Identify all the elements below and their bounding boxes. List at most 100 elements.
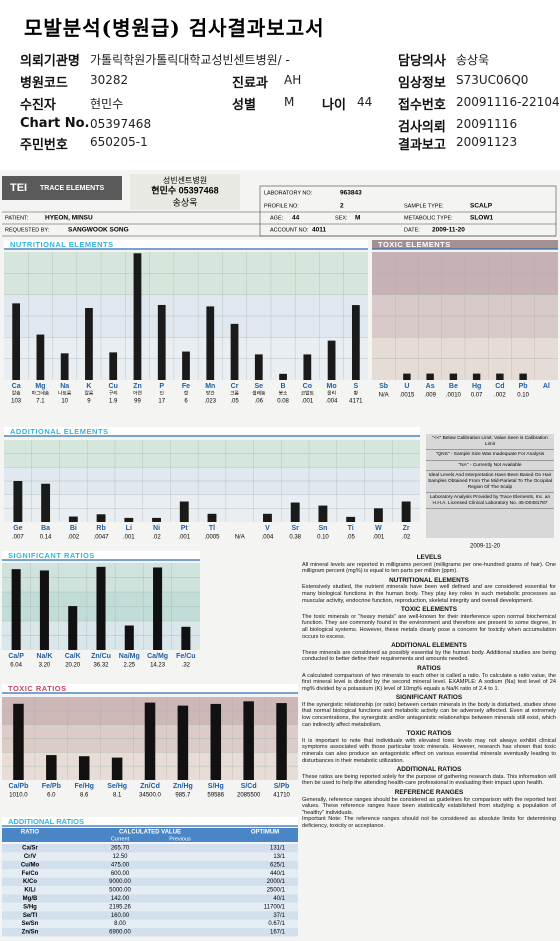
category-ko: 철 [184,389,188,396]
value-label: 6.04 [10,663,22,669]
category-label: Fe/Pb [42,783,61,790]
field-value: 30282 [90,73,129,87]
bar [426,373,434,380]
bar [230,323,239,380]
value-label: .004 [326,399,338,405]
note-text: Extensively studied, the nutrient minera… [302,584,556,604]
bar [373,508,383,522]
category-label: Se/Hg [107,783,127,790]
table-cell: 160.00 [111,913,130,919]
category-ko: 몰리 [327,389,336,396]
info-value: SANGWOOK SONG [68,227,129,234]
note-heading: ADDITIONAL ELEMENTS [391,642,467,650]
value-label: .001 [123,535,135,541]
info-label: SEX: [335,215,348,221]
section-title: SIGNIFICANT RATIOS [8,551,95,560]
table-row-bg [2,886,298,895]
category-label: Co [303,383,312,390]
category-ko: 셀레늄 [252,389,266,396]
logo-band [2,176,122,200]
field-value: 44 [357,95,373,109]
category-ko: 황 [354,389,359,396]
info-value: HYEON, MINSU [45,215,93,222]
info-label: DATE: [404,227,420,233]
category-ko: 크롬 [230,390,239,396]
category-ko: 구리 [109,389,118,396]
category-label: Pt [181,525,189,532]
bar [290,502,300,522]
bar [68,606,78,650]
bar [41,483,51,522]
table-row-bg [2,894,298,903]
category-ko: 붕소 [279,390,288,396]
table-cell: 8.00 [114,921,126,927]
table-cell: Ca/Sr [22,846,38,852]
field-value: 05397468 [90,117,152,131]
category-label: As [426,383,435,390]
bar [124,625,134,650]
bar [279,373,287,380]
section-title-bg [2,684,298,693]
category-label: Zn/Hg [173,783,193,790]
stamp [130,174,240,210]
category-label: Rb [96,525,105,532]
field-value: 20091116 [456,117,518,131]
section-title-bg [4,427,420,436]
table-subheader: Current [111,836,130,842]
bar [124,517,134,522]
note-heading: TOXIC RATIOS [406,730,452,738]
category-label: Ca/Pb [9,783,29,790]
category-label: Na [60,383,69,390]
table-cell: 625/1 [270,862,286,868]
info-value: 963843 [340,190,362,197]
value-label: 985.7 [175,793,191,799]
value-label: 41710 [273,793,290,799]
value-label: .009 [424,393,436,399]
field-label: 진료과 [232,76,268,91]
category-label: Mn [205,383,215,390]
section-title: TOXIC ELEMENTS [378,240,451,249]
section-title: TOXIC RATIOS [8,684,67,693]
bar [351,305,360,380]
field-label: 담당의사 [398,54,446,69]
bar [179,501,189,522]
bar [111,757,123,780]
stamp-line: 현민수 05397468 [151,184,218,195]
notes: LEVELS All mineral levels are reported in… [302,552,556,940]
category-ko: 칼슘 [12,389,21,396]
category-ko: 나트륨 [58,389,72,396]
table-cell: 2195.26 [109,904,131,910]
field-label: 접수번호 [398,98,446,113]
note-text: Important Note: The reference ranges sho… [302,816,556,829]
title: 모발분석(병원급) 검사결과보고서 [24,16,325,40]
bar [303,354,312,380]
value-label: 8.6 [80,793,89,799]
table-row-bg [2,877,298,886]
bar [13,481,23,522]
bar [85,308,93,380]
value-label: .0047 [94,535,110,541]
info-label: PROFILE NO: [264,203,299,209]
info-label: REQUESTED BY: [5,227,50,233]
value-label: .004 [262,535,274,541]
value-label: .007 [12,535,24,541]
legend-line: "<<" Below Calibration Limit. Value Seen… [426,434,554,451]
category-label: Na/Mg [119,653,140,660]
value-label: .001 [301,399,313,405]
category-label: Al [543,383,550,390]
field-label: 임상정보 [398,76,446,91]
value-label: 4171 [349,399,363,405]
info-value: SCALP [470,203,493,210]
field-label: 수진자 [20,98,56,113]
category-ko: 아연 [133,389,142,396]
field-label: 성별 [232,98,256,113]
value-label: 99 [134,399,141,405]
legend-line: "QNS" - Sample Size Was Inadequate For A… [426,450,554,461]
value-label: 17 [158,399,165,405]
field-value: 20091116-22104 [456,95,560,109]
category-label: Sb [379,383,388,390]
section-title: ADDITIONAL ELEMENTS [10,427,109,436]
table-row-bg [2,911,298,920]
section-title-bg [2,551,200,560]
